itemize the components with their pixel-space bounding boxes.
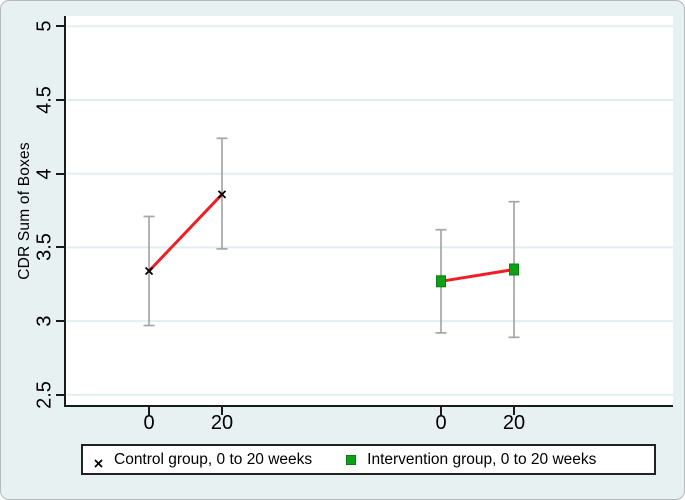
trend-line	[147, 192, 224, 273]
y-tick-label: 5	[33, 20, 56, 32]
y-tick-mark	[56, 99, 64, 101]
legend-label-control: Control group, 0 to 20 weeks	[114, 450, 313, 468]
legend: Control group, 0 to 20 weeks Interventio…	[81, 444, 656, 475]
y-tick-mark	[56, 25, 64, 28]
data-point-x-marker	[144, 266, 154, 276]
x-tick-mark	[148, 407, 151, 415]
x-tick-mark	[440, 407, 442, 415]
x-tick-label: 0	[143, 412, 155, 434]
y-tick-mark	[56, 172, 64, 175]
legend-entry-intervention: Intervention group, 0 to 20 weeks	[346, 451, 596, 469]
y-axis-line	[64, 16, 66, 407]
legend-label-intervention: Intervention group, 0 to 20 weeks	[367, 450, 597, 468]
x-tick-mark	[220, 407, 223, 415]
chart-canvas	[67, 25, 673, 396]
data-point-x-marker	[217, 190, 227, 199]
data-point-square-marker	[436, 275, 447, 288]
x-tick-mark	[513, 407, 516, 415]
x-tick-label: 20	[502, 412, 526, 434]
x-marker-icon	[94, 455, 103, 468]
y-axis-title: CDR Sum of Boxes	[16, 142, 33, 280]
y-tick-mark	[56, 246, 64, 249]
plot-area	[66, 16, 673, 405]
x-tick-label: 0	[435, 412, 447, 434]
y-tick-mark	[56, 393, 64, 396]
data-point-square-marker	[509, 263, 520, 276]
legend-entry-control: Control group, 0 to 20 weeks	[94, 451, 312, 469]
y-tick-mark	[56, 320, 64, 323]
y-tick-label: 3.5	[33, 233, 56, 262]
y-tick-label: 4.5	[33, 86, 56, 114]
y-tick-label: 3	[33, 315, 56, 327]
y-tick-label: 4	[33, 168, 56, 180]
x-tick-label: 20	[210, 412, 234, 434]
square-marker-icon	[346, 454, 357, 465]
x-axis-line	[64, 405, 673, 407]
y-tick-label: 2.5	[33, 380, 56, 409]
trend-line	[439, 268, 516, 283]
